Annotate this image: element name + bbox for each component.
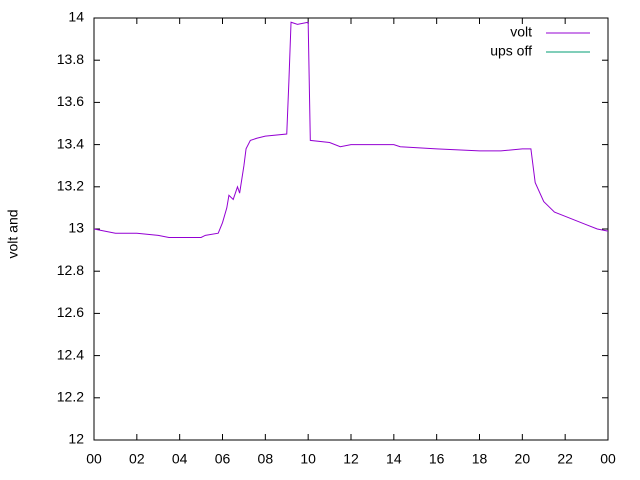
x-tick-label: 16 — [429, 451, 445, 467]
x-tick-label: 14 — [386, 451, 402, 467]
x-tick-label: 18 — [472, 451, 488, 467]
x-tick-label: 00 — [600, 451, 616, 467]
y-tick-label: 13.8 — [57, 51, 84, 67]
y-tick-label: 13.2 — [57, 178, 84, 194]
x-tick-label: 04 — [172, 451, 188, 467]
y-tick-label: 12.8 — [57, 262, 84, 278]
x-tick-label: 00 — [86, 451, 102, 467]
y-tick-label: 12.2 — [57, 389, 84, 405]
y-tick-label: 13.4 — [57, 135, 84, 151]
x-tick-label: 22 — [557, 451, 573, 467]
x-tick-label: 20 — [515, 451, 531, 467]
y-tick-label: 12 — [68, 431, 84, 447]
x-tick-label: 02 — [129, 451, 145, 467]
legend-label: ups off — [490, 43, 532, 59]
x-tick-label: 08 — [258, 451, 274, 467]
y-tick-label: 12.6 — [57, 304, 84, 320]
y-tick-label: 12.4 — [57, 346, 84, 362]
x-tick-label: 06 — [215, 451, 231, 467]
legend-label: volt — [510, 24, 532, 40]
y-tick-label: 13 — [68, 220, 84, 236]
y-tick-label: 13.6 — [57, 93, 84, 109]
y-axis-label: volt and — [5, 209, 21, 258]
plot-frame — [93, 17, 609, 441]
y-tick-label: 14 — [68, 9, 84, 25]
series-line — [93, 21, 609, 238]
x-tick-label: 10 — [300, 451, 316, 467]
x-tick-label: 12 — [343, 451, 359, 467]
